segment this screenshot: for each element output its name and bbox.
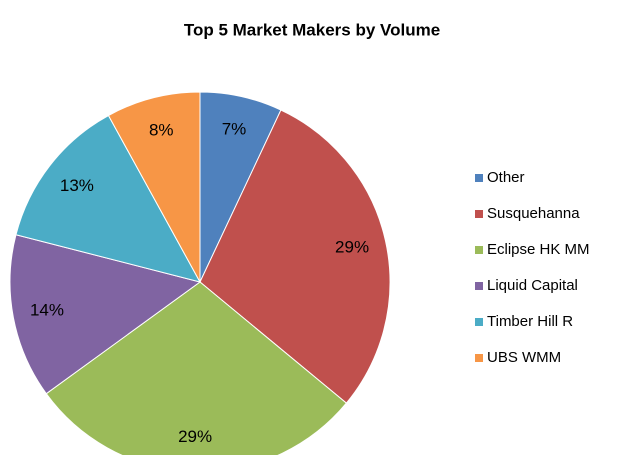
data-label: 13% xyxy=(60,176,94,195)
legend-swatch xyxy=(475,246,483,254)
pie-slice xyxy=(199,109,391,404)
data-label: 14% xyxy=(30,301,64,320)
legend-label: Timber Hill R xyxy=(487,313,573,330)
legend-label: Susquehanna xyxy=(487,205,580,222)
legend-label: UBS WMM xyxy=(487,349,561,366)
data-label: 29% xyxy=(335,237,369,256)
data-label: 8% xyxy=(149,121,174,140)
pie-slice xyxy=(45,281,348,455)
legend-swatch xyxy=(475,282,483,290)
pie-slice xyxy=(9,234,202,395)
data-label: 7% xyxy=(222,119,247,138)
legend-swatch xyxy=(475,318,483,326)
pie-slice xyxy=(15,114,201,283)
legend-label: Liquid Capital xyxy=(487,277,578,294)
legend-label: Eclipse HK MM xyxy=(487,241,590,258)
legend-swatch xyxy=(475,210,483,218)
legend-swatch xyxy=(475,174,483,182)
legend-label: Other xyxy=(487,169,525,186)
legend-swatch xyxy=(475,354,483,362)
data-label: 29% xyxy=(178,427,212,446)
pie-slice xyxy=(107,91,201,283)
chart-title: Top 5 Market Makers by Volume xyxy=(184,20,440,39)
